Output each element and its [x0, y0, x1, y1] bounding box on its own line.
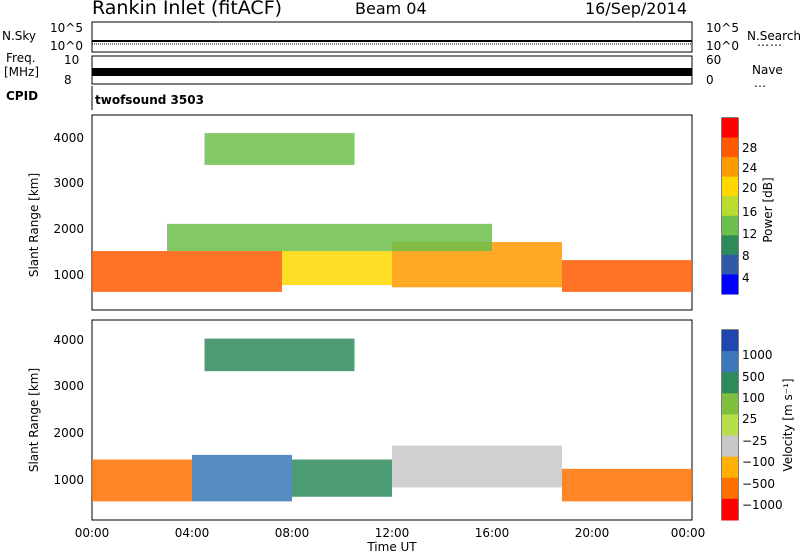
power-cb-tick-12: 12 — [742, 227, 757, 241]
power-cb-tick-16: 16 — [742, 205, 757, 219]
power-colorbar-segment-4 — [722, 196, 738, 217]
freq-trace — [92, 68, 692, 76]
power-ytick-3000: 3000 — [53, 176, 84, 190]
velocity-cb-tick-neg100: −100 — [742, 455, 775, 469]
xtick-0400: 04:00 — [175, 526, 210, 540]
velocity-colorbar-segment-7 — [722, 477, 738, 500]
velocity-colorbar-fill — [722, 330, 738, 521]
velocity-region-1 — [192, 454, 292, 502]
velocity-ytick-4000: 4000 — [53, 333, 84, 347]
nsearch-tick-high: 10^5 — [706, 21, 739, 35]
power-ytick-4000: 4000 — [53, 131, 84, 145]
nsearch-tick-low: 10^0 — [706, 39, 739, 53]
power-colorbar-segment-6 — [722, 235, 738, 256]
power-cb-tick-20: 20 — [742, 181, 757, 195]
power-region-4 — [167, 223, 492, 252]
velocity-data — [92, 338, 692, 502]
velocity-region-5 — [204, 338, 355, 372]
velocity-region-4 — [562, 468, 692, 502]
velocity-cb-tick-neg500: −500 — [742, 477, 775, 491]
velocity-ytick-1000: 1000 — [53, 473, 84, 487]
velocity-colorbar-segment-6 — [722, 456, 738, 479]
power-panel: Slant Range [km] 1000 2000 3000 4000 28 … — [27, 114, 775, 311]
velocity-colorbar-segment-0 — [722, 330, 738, 352]
power-colorbar-segment-7 — [722, 254, 738, 275]
power-colorbar-segment-2 — [722, 157, 738, 178]
nave-tick-low: 0 — [706, 73, 714, 87]
power-colorbar-label: Power [dB] — [761, 177, 775, 242]
velocity-cb-tick-500: 500 — [742, 370, 765, 384]
power-cb-tick-24: 24 — [742, 161, 757, 175]
freq-label-line1: Freq. — [6, 51, 36, 65]
velocity-colorbar-label: Velocity [m s⁻¹] — [781, 378, 795, 471]
xtick-1200: 12:00 — [375, 526, 410, 540]
nsky-tick-low: 10^0 — [50, 39, 83, 53]
power-region-5 — [204, 133, 355, 165]
velocity-colorbar-segment-8 — [722, 498, 738, 521]
velocity-cb-tick-neg25: −25 — [742, 434, 767, 448]
nsky-frame — [91, 21, 693, 53]
velocity-region-0 — [92, 459, 192, 502]
power-colorbar-fill — [722, 118, 738, 295]
xtick-0800: 08:00 — [275, 526, 310, 540]
cpid-label: CPID — [6, 89, 38, 103]
power-region-0 — [92, 251, 282, 292]
power-region-1 — [282, 251, 392, 286]
velocity-ytick-2000: 2000 — [53, 426, 84, 440]
nave-dots: ⋯ — [754, 79, 766, 93]
xtick-1600: 16:00 — [475, 526, 510, 540]
freq-tick-low: 8 — [64, 73, 72, 87]
power-cb-tick-28: 28 — [742, 141, 757, 155]
power-ytick-1000: 1000 — [53, 268, 84, 282]
velocity-colorbar-segment-5 — [722, 435, 738, 458]
xtick-0000-end: 00:00 — [671, 526, 706, 540]
nsky-tick-high: 10^5 — [50, 21, 83, 35]
nsearch-label: N.Search — [747, 29, 800, 43]
power-cb-tick-8: 8 — [742, 249, 750, 263]
freq-label-line2: [MHz] — [4, 65, 39, 79]
nsky-strip: N.Sky N.Search ⋯⋯ 10^5 10^0 10^5 10^0 — [2, 21, 800, 53]
nsky-label: N.Sky — [2, 29, 36, 43]
velocity-colorbar-segment-4 — [722, 414, 738, 437]
power-colorbar-segment-8 — [722, 274, 738, 295]
velocity-panel: Slant Range [km] 1000 2000 3000 4000 100… — [27, 319, 795, 521]
date-title: 16/Sep/2014 — [585, 0, 688, 18]
power-colorbar-segment-5 — [722, 215, 738, 236]
power-ytick-2000: 2000 — [53, 222, 84, 236]
power-ylabel: Slant Range [km] — [27, 173, 41, 277]
velocity-region-2 — [292, 459, 392, 497]
power-cb-tick-4: 4 — [742, 271, 750, 285]
cpid-value: twofsound 3503 — [95, 93, 204, 107]
freq-strip: Freq. [MHz] 10 8 60 0 Nave ⋯ — [4, 51, 783, 93]
power-colorbar-segment-1 — [722, 137, 738, 158]
velocity-cb-tick-1000: 1000 — [742, 348, 773, 362]
freq-tick-high: 10 — [64, 53, 79, 67]
velocity-cb-tick-100: 100 — [742, 391, 765, 405]
x-axis-label: Time UT — [366, 540, 417, 554]
nsearch-dots: ⋯⋯ — [757, 38, 783, 52]
velocity-cb-tick-25: 25 — [742, 412, 757, 426]
xtick-0000: 00:00 — [75, 526, 110, 540]
power-colorbar-segment-0 — [722, 118, 738, 139]
velocity-cb-tick-neg1000: −1000 — [742, 498, 783, 512]
x-axis: 00:00 04:00 08:00 12:00 16:00 20:00 00:0… — [75, 526, 706, 554]
velocity-colorbar-segment-3 — [722, 393, 738, 415]
power-data — [92, 133, 692, 292]
velocity-ytick-3000: 3000 — [53, 379, 84, 393]
beam-title: Beam 04 — [355, 0, 427, 18]
nave-label: Nave — [752, 63, 783, 77]
velocity-region-3 — [392, 445, 562, 488]
cpid-strip: CPID twofsound 3503 — [6, 86, 204, 110]
velocity-colorbar-segment-2 — [722, 372, 738, 394]
velocity-ylabel: Slant Range [km] — [27, 368, 41, 472]
nave-tick-high: 60 — [706, 53, 721, 67]
power-region-3 — [562, 260, 692, 292]
station-title: Rankin Inlet (fitACF) — [92, 0, 283, 19]
velocity-colorbar-segment-1 — [722, 351, 738, 373]
xtick-2000: 20:00 — [575, 526, 610, 540]
power-colorbar-segment-3 — [722, 176, 738, 197]
